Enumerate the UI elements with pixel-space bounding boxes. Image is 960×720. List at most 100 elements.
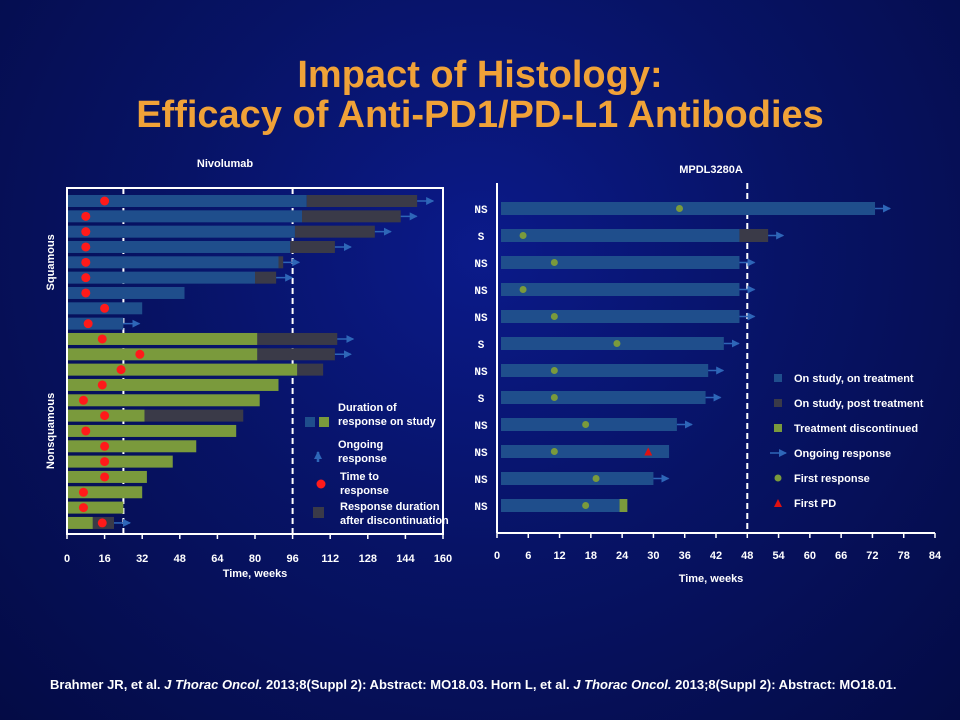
nivolumab-legend-label-duration-2: response on study xyxy=(338,416,437,428)
mpdl-x-tick-label-3: 18 xyxy=(585,550,597,562)
mpdl-legend-icon-first xyxy=(774,474,782,482)
mpdl-bar-0 xyxy=(501,202,876,215)
mpdl3280a-chart: MPDL3280A NS S NS NS NS S NS S NS NS NS NS 0 6 12 18 24 30… xyxy=(474,164,942,585)
mpdl-row-label-6: NS xyxy=(474,367,488,379)
mpdl-x-tick-label-5: 30 xyxy=(647,550,659,562)
mpdl-bar-10 xyxy=(501,472,654,485)
nivolumab-post-bar-9 xyxy=(257,332,338,345)
nivolumab-bar-8 xyxy=(68,317,124,330)
mpdl-legend-label-pd: First PD xyxy=(794,498,836,510)
mpdl-x-tick-label-12: 72 xyxy=(866,550,878,562)
nivolumab-legend-label-after-2: after discontinuation xyxy=(340,515,449,527)
nivolumab-bar-9 xyxy=(68,332,258,345)
nivolumab-bar-12 xyxy=(68,378,279,391)
mpdl-legend-label-post: On study, post treatment xyxy=(794,398,924,410)
nivolumab-response-dot-0 xyxy=(100,196,110,206)
mpdl-response-dot-0 xyxy=(676,205,683,212)
nivolumab-bar-11 xyxy=(68,363,298,376)
nivolumab-response-dot-4 xyxy=(81,257,91,267)
nivolumab-response-dot-15 xyxy=(81,426,91,436)
mpdl-response-dot-10 xyxy=(592,475,600,482)
mpdl-bar-11 xyxy=(501,499,620,512)
mpdl-legend-icon-disc xyxy=(774,424,782,432)
mpdl-bar-9 xyxy=(501,445,670,458)
mpdl-x-tick-label-0: 0 xyxy=(494,550,500,562)
mpdl-response-dot-3 xyxy=(519,286,527,293)
nivolumab-x-tick-label-4: 64 xyxy=(211,553,224,565)
citation-part-1: Brahmer JR, et al. xyxy=(50,677,165,692)
mpdl-legend-label-first: First response xyxy=(794,473,870,485)
mpdl-row-label-7: S xyxy=(478,394,485,406)
nivolumab-group-label-0: Squamous xyxy=(45,234,57,290)
nivolumab-legend-label-ttr-2: response xyxy=(340,485,389,497)
nivolumab-bar-21 xyxy=(68,516,93,529)
mpdl-x-tick-label-1: 6 xyxy=(525,550,531,562)
nivolumab-x-tick-label-0: 0 xyxy=(64,553,70,565)
mpdl-legend-icon-pd xyxy=(774,499,782,507)
nivolumab-response-dot-21 xyxy=(97,518,107,528)
nivolumab-response-dot-16 xyxy=(100,441,110,451)
nivolumab-legend-swatch-dark xyxy=(313,507,324,518)
nivolumab-post-bar-1 xyxy=(302,210,401,223)
nivolumab-x-tick-label-8: 128 xyxy=(359,553,377,565)
nivolumab-bar-15 xyxy=(68,424,237,437)
nivolumab-legend-swatch-blue xyxy=(305,417,315,427)
mpdl-x-tick-label-8: 48 xyxy=(741,550,753,562)
nivolumab-response-dot-17 xyxy=(100,457,110,467)
nivolumab-response-dot-20 xyxy=(78,503,88,513)
mpdl-row-label-10: NS xyxy=(474,475,488,487)
mpdl-legend-label-on: On study, on treatment xyxy=(794,373,914,385)
nivolumab-bar-6 xyxy=(68,286,185,299)
mpdl-x-tick-label-11: 66 xyxy=(835,550,847,562)
citation-part-2: 2013;8(Suppl 2): Abstract: MO18.03. Horn… xyxy=(262,677,574,692)
nivolumab-legend-label-duration-1: Duration of xyxy=(338,402,397,414)
mpdl-chart-title: MPDL3280A xyxy=(679,164,743,176)
nivolumab-response-dot-10 xyxy=(135,349,145,359)
nivolumab-response-dot-1 xyxy=(81,211,91,221)
nivolumab-legend-dot-icon xyxy=(316,479,326,489)
nivolumab-bar-3 xyxy=(68,240,291,253)
nivolumab-bar-16 xyxy=(68,440,197,453)
nivolumab-response-dot-2 xyxy=(81,227,91,237)
nivolumab-post-bar-2 xyxy=(294,225,375,238)
mpdl-post-bar-1 xyxy=(739,229,769,242)
nivolumab-bar-2 xyxy=(68,225,295,238)
mpdl-x-tick-label-2: 12 xyxy=(553,550,565,562)
nivolumab-legend-label-ttr-1: Time to xyxy=(340,471,379,483)
mpdl-x-axis-label: Time, weeks xyxy=(679,573,744,585)
nivolumab-post-bar-4 xyxy=(278,256,284,269)
nivolumab-response-dot-12 xyxy=(97,380,107,390)
nivolumab-x-tick-label-5: 80 xyxy=(249,553,261,565)
mpdl-legend-icon-post xyxy=(774,399,782,407)
nivolumab-x-tick-label-2: 32 xyxy=(136,553,148,565)
nivolumab-legend-swatch-green xyxy=(319,417,329,427)
nivolumab-legend-label-ongoing-2: response xyxy=(338,453,387,465)
mpdl-x-tick-label-14: 84 xyxy=(929,550,942,562)
nivolumab-response-dot-18 xyxy=(100,472,110,482)
mpdl-first-pd-marker-9 xyxy=(644,447,653,456)
mpdl-bar-2 xyxy=(501,256,740,269)
mpdl-legend-icon-on xyxy=(774,374,782,382)
mpdl-row-label-9: NS xyxy=(474,448,488,460)
citation: Brahmer JR, et al. J Thorac Oncol. 2013;… xyxy=(50,676,950,694)
mpdl-response-dot-2 xyxy=(550,259,558,266)
mpdl-x-tick-label-7: 42 xyxy=(710,550,722,562)
nivolumab-chart: Nivolumab Squamous Nonsquamous 0 16 32 48 64 80 9… xyxy=(45,158,452,580)
mpdl-row-label-4: NS xyxy=(474,313,488,325)
nivolumab-x-tick-label-3: 48 xyxy=(174,553,186,565)
mpdl-x-tick-label-4: 24 xyxy=(616,550,629,562)
mpdl-x-tick-label-9: 54 xyxy=(772,550,785,562)
nivolumab-chart-title: Nivolumab xyxy=(197,158,254,170)
nivolumab-post-bar-11 xyxy=(297,363,324,376)
mpdl-row-label-11: NS xyxy=(474,502,488,514)
nivolumab-legend-label-after-1: Response duration xyxy=(340,501,440,513)
mpdl-legend-label-disc: Treatment discontinued xyxy=(794,423,918,435)
nivolumab-response-dot-3 xyxy=(81,242,91,252)
mpdl-x-tick-label-13: 78 xyxy=(898,550,910,562)
nivolumab-legend-label-ongoing-1: Ongoing xyxy=(338,439,383,451)
nivolumab-group-label-1: Nonsquamous xyxy=(45,393,57,469)
nivolumab-bar-4 xyxy=(68,256,279,269)
nivolumab-bar-10 xyxy=(68,348,258,361)
nivolumab-response-dot-6 xyxy=(81,288,91,298)
mpdl-row-label-0: NS xyxy=(474,205,488,217)
